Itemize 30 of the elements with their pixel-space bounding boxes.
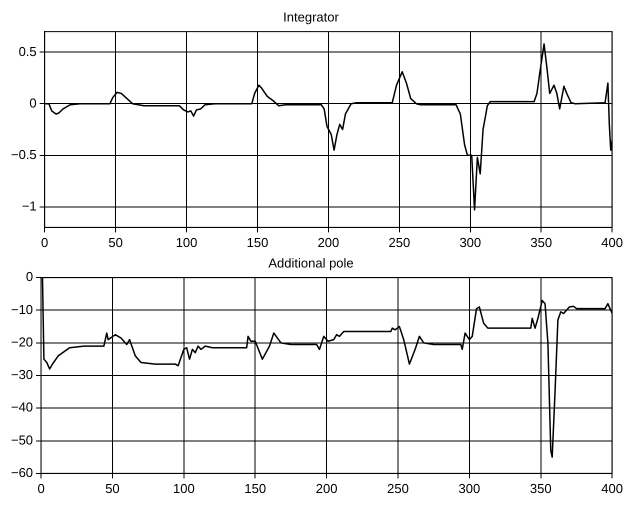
y-tick-label: −30 xyxy=(10,367,34,382)
x-tick-label: 100 xyxy=(176,234,198,250)
x-tick-label: 150 xyxy=(244,480,266,496)
x-tick-label: 400 xyxy=(601,480,624,496)
chart-title: Additional pole xyxy=(268,255,354,270)
y-tick-label: −1 xyxy=(22,198,37,214)
x-tick-label: 300 xyxy=(459,234,482,250)
x-tick-label: 400 xyxy=(601,234,624,250)
chart-title: Integrator xyxy=(283,9,340,24)
y-tick-label: 0 xyxy=(29,95,37,110)
y-tick-label: −40 xyxy=(10,400,34,415)
x-tick-label: 100 xyxy=(172,480,195,496)
y-tick-label: −10 xyxy=(10,302,34,317)
x-tick-label: 200 xyxy=(318,234,340,250)
y-tick-label: 0.5 xyxy=(18,44,37,59)
x-tick-label: 50 xyxy=(105,480,120,496)
x-tick-label: 350 xyxy=(530,234,552,250)
y-tick-label: −0.5 xyxy=(10,146,37,162)
y-tick-label: 0 xyxy=(26,269,34,284)
x-tick-label: 150 xyxy=(246,234,268,250)
x-tick-label: 250 xyxy=(388,234,410,250)
y-tick-label: −60 xyxy=(10,464,34,480)
x-tick-label: 250 xyxy=(387,480,409,496)
x-tick-label: 0 xyxy=(41,234,48,250)
x-tick-label: 200 xyxy=(316,480,338,496)
x-tick-label: 300 xyxy=(458,480,480,496)
y-tick-label: −50 xyxy=(10,432,34,448)
x-tick-label: 50 xyxy=(108,234,123,250)
x-tick-label: 350 xyxy=(530,480,552,496)
y-tick-label: −20 xyxy=(10,334,34,350)
